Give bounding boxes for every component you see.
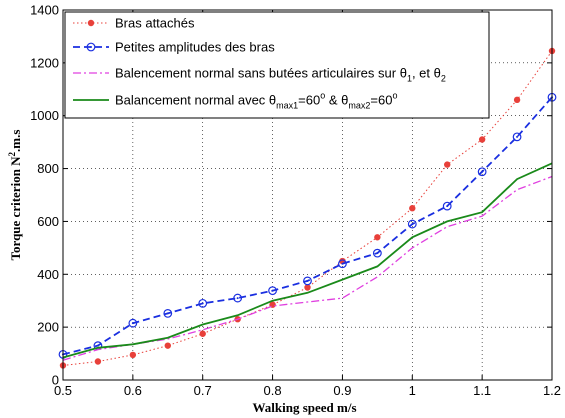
series-3 — [62, 162, 553, 359]
x-tick-label: 0.5 — [54, 383, 72, 398]
data-point — [338, 259, 347, 269]
data-point-center — [341, 262, 344, 265]
x-tick-label: 1.1 — [473, 383, 491, 398]
data-point-center — [446, 205, 449, 208]
data-point — [477, 167, 487, 177]
y-tick-label: 1400 — [30, 3, 59, 18]
y-axis-title-sup: 2 — [7, 151, 17, 156]
legend-marker — [86, 42, 96, 52]
y-tick-label: 600 — [37, 214, 59, 229]
data-point-center — [376, 252, 379, 255]
series-line — [62, 162, 553, 359]
legend-label: Balancement normal avec θmax1=60o & θmax… — [115, 91, 397, 111]
data-point — [129, 351, 137, 359]
data-point — [94, 358, 102, 365]
legend-marker-center — [90, 46, 92, 48]
data-point-center — [271, 289, 274, 292]
data-point — [444, 161, 451, 168]
data-point — [303, 276, 312, 286]
data-point — [513, 96, 521, 104]
data-point-center — [306, 279, 309, 282]
y-tick-label: 400 — [37, 267, 59, 282]
data-point-center — [411, 223, 414, 226]
data-point — [374, 234, 381, 241]
data-point — [198, 298, 208, 308]
data-point — [163, 309, 173, 318]
legend-label: Bras attachés — [115, 16, 195, 31]
legend-marker — [87, 19, 95, 27]
x-tick-label: 0.7 — [194, 383, 212, 398]
data-point — [128, 318, 138, 328]
data-point — [233, 293, 243, 303]
data-point — [268, 286, 277, 296]
y-tick-label: 1000 — [30, 108, 59, 123]
y-tick-label: 200 — [37, 320, 59, 335]
y-axis-title: Torque criterion N2.m.s — [7, 130, 23, 261]
x-tick-label: 0.9 — [333, 383, 351, 398]
data-point-center — [236, 297, 239, 300]
y-axis-title-main: Torque criterion N — [8, 156, 23, 261]
data-point-center — [481, 170, 484, 173]
data-point — [478, 136, 486, 143]
plot-frame — [62, 9, 553, 381]
legend-label: Petites amplitudes des bras — [115, 40, 275, 55]
data-point-center — [516, 135, 519, 138]
data-point-center — [131, 322, 134, 325]
x-tick-label: 1.2 — [543, 383, 561, 398]
y-tick-label: 0 — [52, 373, 59, 388]
y-axis-title-rest: .m.s — [8, 130, 23, 152]
data-point — [407, 219, 417, 229]
data-point-center — [96, 344, 99, 347]
legend: Bras attachés Petites amplitudes des bras… — [64, 11, 490, 119]
y-tick-label: 1200 — [30, 55, 59, 70]
data-point — [372, 248, 382, 258]
y-tick-label: 800 — [37, 161, 59, 176]
data-point — [442, 201, 452, 211]
data-point — [512, 132, 522, 142]
x-tick-label: 0.6 — [124, 383, 142, 398]
series-layer — [58, 47, 557, 369]
x-axis-title: Walking speed m/s — [252, 400, 356, 415]
data-point — [164, 342, 171, 349]
legend-box — [64, 11, 490, 119]
axis-ticks: 0.5 0.6 0.7 0.8 0.9 1 1.1 1.2 0 200 400 600 800 1000 1… — [30, 3, 561, 399]
data-point-center — [201, 302, 204, 305]
data-point — [304, 284, 311, 291]
data-point — [409, 205, 416, 212]
x-tick-label: 0.8 — [264, 383, 282, 398]
x-tick-label: 1 — [409, 383, 416, 398]
legend-label: Balencement normal sans butées articulai… — [115, 66, 446, 84]
data-point-center — [166, 312, 169, 315]
data-point — [199, 330, 206, 337]
